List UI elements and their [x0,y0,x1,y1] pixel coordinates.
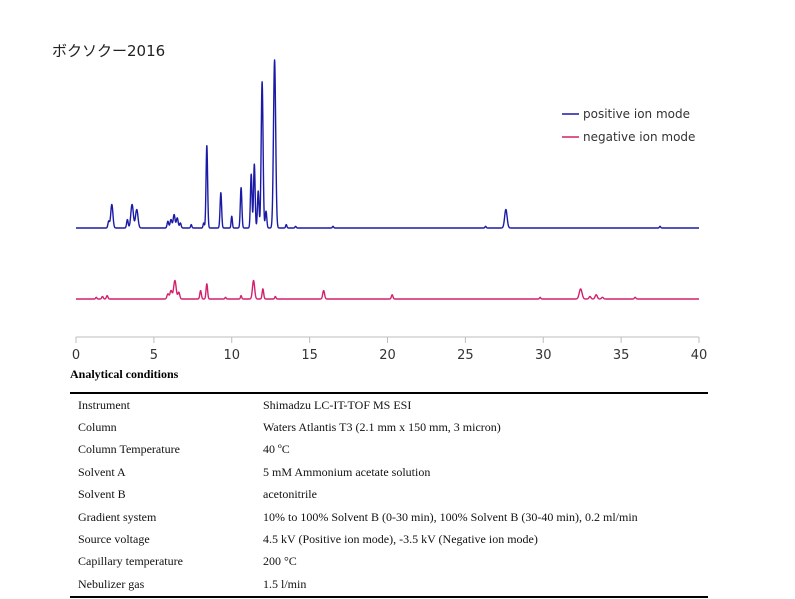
legend-label-positive: positive ion mode [583,107,690,121]
table-row: Solvent A 5 mM Ammonium acetate solution [70,461,708,483]
x-tick-label: 15 [301,348,318,363]
condition-value: 5 mM Ammonium acetate solution [263,464,431,479]
series-line-positive [75,59,700,229]
x-tick-label: 5 [150,348,158,363]
series-layer [75,59,700,300]
conditions-heading: Analytical conditions [70,367,179,381]
condition-value: Waters Atlantis T3 (2.1 mm x 150 mm, 3 m… [263,420,501,435]
table-row: Instrument Shimadzu LC-IT-TOF MS ESI [70,393,708,416]
condition-label: Column Temperature [78,442,180,457]
x-tick-label: 35 [613,348,630,363]
x-tick-label: 30 [535,348,552,363]
legend: positive ion mode negative ion mode [562,107,695,144]
table-row: Gradient system 10% to 100% Solvent B (0… [70,506,708,528]
condition-label: Gradient system [78,509,157,524]
condition-value: acetonitrile [263,487,317,502]
condition-label: Capillary temperature [78,554,183,569]
chromatogram-chart: 0 5 10 15 20 25 30 35 40 positive ion mode negat… [72,59,707,363]
x-tick-label: 25 [457,348,474,363]
legend-label-negative: negative ion mode [583,130,695,144]
x-tick-label: 10 [223,348,240,363]
condition-label: Column [78,420,117,435]
condition-label: Solvent A [78,464,126,479]
conditions-table: Instrument Shimadzu LC-IT-TOF MS ESI Col… [70,392,708,598]
condition-value: 200 °C [263,554,297,569]
table-row: Column Waters Atlantis T3 (2.1 mm x 150 … [70,416,708,438]
x-tick-label: 20 [379,348,396,363]
chart-title: ボクソクー2016 [52,42,166,60]
table-row: Column Temperature 40 ºC [70,439,708,461]
series-line-negative [75,279,700,300]
table-row: Source voltage 4.5 kV (Positive ion mode… [70,528,708,550]
x-tick-label: 40 [691,348,708,363]
x-tick-label: 0 [72,348,80,363]
condition-value: Shimadzu LC-IT-TOF MS ESI [263,397,412,412]
x-axis-ticks: 0 5 10 15 20 25 30 35 40 [72,337,707,363]
condition-label: Solvent B [78,487,126,502]
table-row: Capillary temperature 200 °C [70,551,708,573]
condition-label: Source voltage [78,532,150,547]
condition-value: 4.5 kV (Positive ion mode), -3.5 kV (Neg… [263,532,538,547]
condition-label: Instrument [78,397,130,412]
condition-value: 40 ºC [263,442,290,457]
table-row: Nebulizer gas 1.5 l/min [70,573,708,596]
condition-value: 10% to 100% Solvent B (0-30 min), 100% S… [263,509,638,524]
condition-value: 1.5 l/min [263,576,307,591]
condition-label: Nebulizer gas [78,576,145,591]
table-row: Solvent B acetonitrile [70,484,708,506]
